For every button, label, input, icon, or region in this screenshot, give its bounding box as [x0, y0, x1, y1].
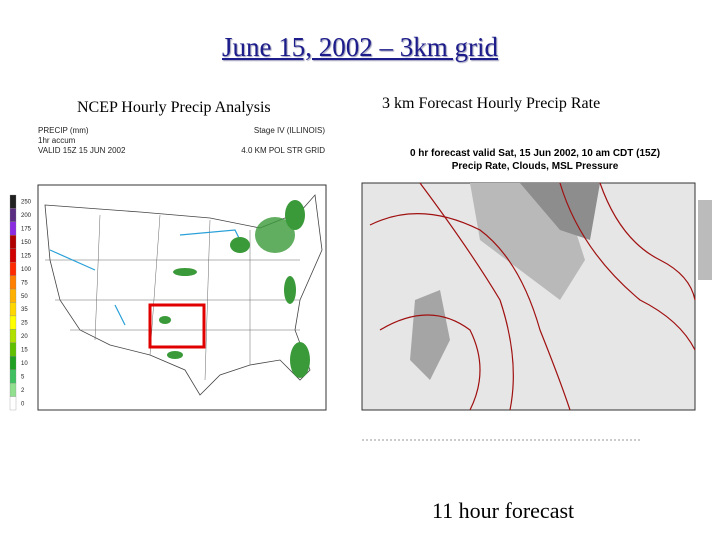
legend-swatch [9, 208, 17, 223]
legend-label: 35 [21, 307, 28, 313]
legend-swatch [9, 262, 17, 276]
legend-swatch [9, 315, 17, 330]
map-header: 4.0 KM POL STR GRID [241, 146, 325, 155]
water-lines [49, 229, 241, 326]
legend-swatch [9, 194, 17, 209]
legend-swatch [9, 356, 17, 370]
legend-swatch [9, 329, 17, 343]
map-header: Stage IV (ILLINOIS) [254, 126, 325, 135]
highlight-box [148, 303, 206, 349]
colorbar [698, 200, 712, 280]
map-header: 1hr accum [38, 136, 76, 145]
legend-label: 0 [21, 401, 25, 407]
legend-label: 2 [21, 388, 25, 394]
legend-label: 5 [21, 374, 25, 380]
legend-label: 25 [21, 321, 28, 327]
legend-label: 50 [21, 294, 28, 300]
right-map [361, 182, 712, 441]
legend-label: 15 [21, 348, 28, 354]
state-lines [45, 214, 300, 381]
legend-swatch [9, 248, 17, 263]
isobars [369, 182, 696, 411]
legend-swatch [9, 221, 17, 236]
legend-label: 10 [21, 361, 28, 367]
slide-title: June 15, 2002 – 3km grid [222, 32, 498, 62]
legend-label: 20 [21, 334, 28, 340]
legend-label: 250 [21, 200, 32, 206]
cloud-area [410, 290, 450, 380]
legend-swatch [9, 342, 17, 357]
legend-swatch [9, 302, 17, 317]
forecast-header: 0 hr forecast valid Sat, 15 Jun 2002, 10… [410, 148, 660, 159]
legend-label: 100 [21, 267, 32, 273]
legend-swatch [9, 275, 17, 290]
legend-label: 175 [21, 227, 32, 233]
forecast-header: Precip Rate, Clouds, MSL Pressure [452, 161, 619, 172]
legend-label: 75 [21, 280, 28, 286]
cloud-area [520, 183, 600, 240]
legend-label: 200 [21, 213, 32, 219]
legend-swatch [9, 396, 17, 411]
bottom-caption: 11 hour forecast [432, 498, 575, 523]
right-caption: 3 km Forecast Hourly Precip Rate [382, 95, 601, 112]
precip-areas [159, 200, 310, 378]
legend-swatch [9, 235, 17, 249]
map-header: VALID 15Z 15 JUN 2002 [38, 146, 126, 155]
legend-swatch [9, 382, 17, 397]
legend-swatch [9, 288, 17, 303]
left-map [37, 184, 327, 411]
legend-label: 150 [21, 240, 32, 246]
legend-swatch [9, 369, 17, 384]
legend-label: 125 [21, 253, 32, 259]
left-caption: NCEP Hourly Precip Analysis [77, 99, 271, 116]
map-header: PRECIP (mm) [38, 126, 89, 135]
